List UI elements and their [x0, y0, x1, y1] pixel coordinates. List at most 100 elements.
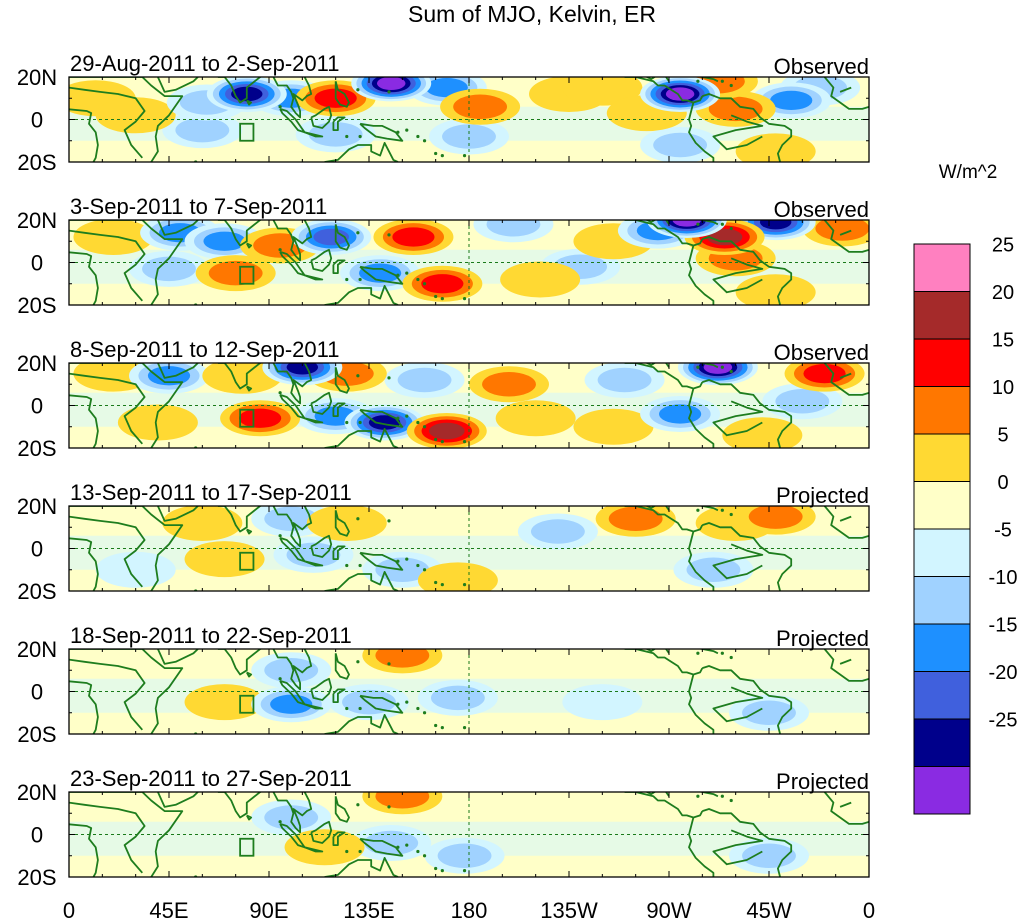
island — [356, 803, 360, 807]
reference-box — [239, 122, 255, 142]
contour-fill — [482, 372, 536, 397]
panel-period-label: 29-Aug-2011 to 2-Sep-2011 — [70, 51, 340, 76]
coastline — [246, 814, 253, 821]
contour-fill — [264, 658, 319, 683]
coastline — [839, 515, 852, 522]
contour-fill — [342, 689, 396, 715]
coastline — [69, 229, 146, 302]
x-tick-label: 90E — [249, 898, 288, 923]
panel-period-label: 8-Sep-2011 to 12-Sep-2011 — [70, 337, 340, 362]
contour-fill — [703, 363, 733, 374]
island — [685, 786, 688, 789]
island — [696, 365, 700, 369]
reference-box — [239, 551, 255, 571]
coastline — [359, 265, 404, 285]
coastline — [688, 245, 715, 305]
island — [396, 273, 400, 277]
y-tick-label: 20N — [17, 65, 57, 90]
contour-fill — [142, 256, 196, 282]
contour-fill — [442, 124, 496, 149]
coastline — [697, 792, 719, 798]
coastline — [69, 86, 146, 159]
contour-fill — [376, 77, 406, 91]
island — [345, 849, 349, 854]
coastline — [69, 77, 184, 162]
coastline — [823, 363, 869, 396]
coastline — [69, 678, 99, 734]
island — [440, 583, 444, 587]
reference-box — [239, 408, 255, 428]
coastline — [304, 703, 324, 710]
island — [434, 151, 438, 156]
contour-fill — [430, 685, 485, 711]
colorbar-swatch — [913, 291, 971, 340]
x-tick-label: 0 — [863, 898, 875, 923]
map-panel: 20N 0 20S 13-Sep-2011 to 17-Sep-2011 Project… — [17, 480, 870, 604]
coastline — [839, 801, 852, 808]
coastline — [69, 363, 184, 448]
coastline — [823, 77, 869, 110]
contour-fill — [208, 260, 263, 286]
colorbar-swatch — [913, 623, 971, 672]
island — [387, 662, 391, 666]
island — [462, 440, 467, 444]
map-panel: 20N 0 20S 8-Sep-2011 to 12-Sep-2011 Observed — [17, 337, 870, 461]
colorbar-swatch — [913, 576, 971, 625]
panel-kind-label: Projected — [776, 483, 869, 508]
contour-fill — [495, 400, 576, 437]
contour-fill — [742, 700, 796, 725]
colorbar-swatch — [913, 338, 971, 387]
island — [416, 849, 420, 854]
island — [696, 651, 700, 655]
contour-fill — [364, 830, 419, 856]
coastline — [624, 363, 704, 390]
island — [685, 500, 688, 503]
coastline — [359, 837, 404, 857]
contour-fill — [202, 363, 283, 394]
y-tick-label: 0 — [31, 823, 43, 848]
x-tick-label: 135E — [343, 898, 394, 923]
coastline — [697, 649, 719, 655]
island — [358, 420, 362, 425]
coastline — [332, 688, 346, 703]
coastline — [332, 402, 346, 417]
coastline — [839, 372, 852, 379]
coastline — [304, 417, 324, 424]
coastline — [823, 792, 869, 825]
x-tick-label: 0 — [63, 898, 75, 923]
island — [729, 512, 733, 517]
coastline — [69, 821, 99, 877]
coastline — [310, 677, 333, 701]
contour-fill — [759, 220, 792, 230]
island — [462, 726, 467, 730]
panel-period-label: 13-Sep-2011 to 17-Sep-2011 — [70, 480, 352, 505]
coastline — [702, 236, 793, 305]
island — [356, 88, 360, 92]
contour-fill — [486, 220, 541, 237]
coastline — [624, 77, 704, 104]
contour-fill — [803, 363, 846, 384]
coastline — [246, 528, 253, 535]
coastline — [688, 674, 715, 734]
contour-fill — [421, 274, 464, 294]
colorbar-units-label: W/m^2 — [939, 162, 998, 183]
island — [434, 294, 438, 299]
colorbar-label: 10 — [992, 377, 1014, 399]
island — [416, 563, 420, 568]
island — [358, 277, 362, 282]
coastline — [688, 388, 715, 448]
contour-fill — [659, 404, 702, 424]
colorbar-swatch — [913, 433, 971, 482]
coastline — [712, 400, 764, 437]
island — [422, 282, 427, 286]
x-axis-tick-labels: 0 45E 90E 135E 180 135W 90W 45W 0 — [63, 898, 875, 923]
coastline — [69, 106, 99, 162]
contour-fill — [562, 684, 643, 721]
coastline — [157, 220, 199, 236]
contour-fill — [147, 366, 191, 386]
contour-fill — [417, 562, 498, 591]
chart-title: Sum of MJO, Kelvin, ER — [408, 1, 656, 27]
island — [278, 105, 282, 109]
y-tick-label: 0 — [31, 680, 43, 705]
contour-fill — [530, 519, 585, 544]
